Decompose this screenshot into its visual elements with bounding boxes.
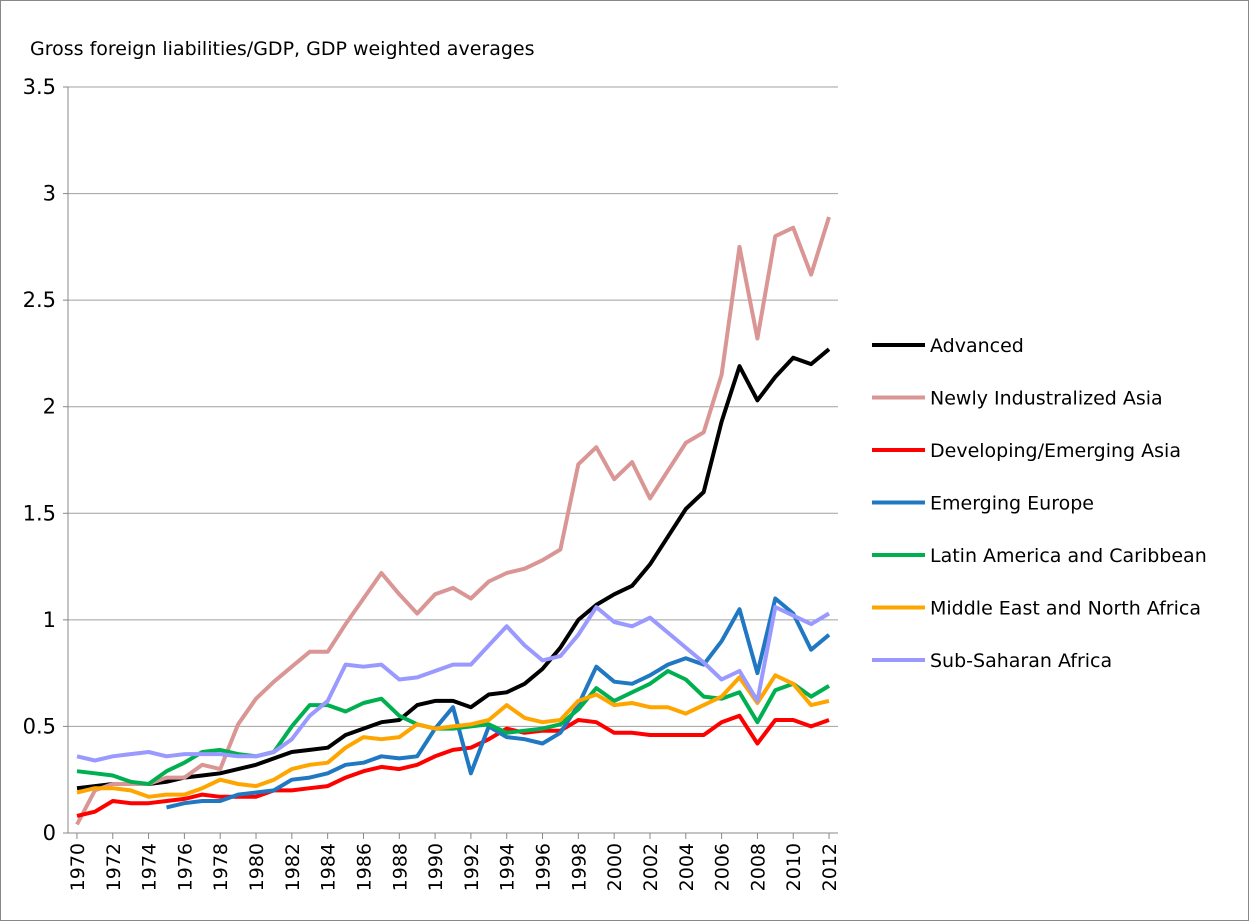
x-tick-label: 2006 — [712, 843, 734, 891]
x-tick-label: 1994 — [497, 843, 519, 891]
legend-label: Newly Industralized Asia — [930, 388, 1163, 410]
legend-label: Emerging Europe — [930, 493, 1094, 515]
series-line — [75, 216, 831, 826]
series-line — [76, 347, 831, 791]
x-tick-label: 1984 — [318, 843, 340, 891]
y-tick-label: 1 — [43, 608, 56, 632]
x-tick-label: 1996 — [533, 843, 555, 891]
x-tick-label: 1988 — [389, 843, 411, 891]
x-tick-label: 2010 — [783, 843, 805, 891]
y-tick-label: 2.5 — [23, 288, 56, 312]
legend-label: Middle East and North Africa — [930, 598, 1201, 620]
legend-label: Developing/Emerging Asia — [930, 440, 1181, 462]
y-tick-label: 0.5 — [23, 714, 56, 738]
x-tick-label: 1976 — [174, 843, 196, 891]
x-tick-label: 1998 — [568, 843, 590, 891]
legend-label: Advanced — [930, 335, 1024, 357]
x-tick-label: 1980 — [246, 843, 268, 891]
x-tick-label: 1970 — [67, 843, 89, 891]
x-tick-label: 1978 — [210, 843, 232, 891]
y-tick-label: 3.5 — [23, 75, 56, 99]
legend-label: Latin America and Caribbean — [930, 545, 1207, 567]
x-tick-label: 1974 — [139, 843, 161, 891]
x-tick-label: 2000 — [604, 843, 626, 891]
series-line — [76, 713, 830, 818]
x-tick-label: 2002 — [640, 843, 662, 891]
series-line — [166, 596, 831, 810]
y-tick-label: 0 — [43, 821, 56, 845]
x-tick-label: 2004 — [676, 843, 698, 891]
x-tick-label: 1986 — [353, 843, 375, 891]
x-tick-label: 1972 — [103, 843, 125, 891]
series-line — [76, 673, 830, 799]
y-tick-label: 3 — [43, 182, 56, 206]
y-tick-label: 2 — [43, 395, 56, 419]
x-tick-label: 2012 — [819, 843, 841, 891]
x-tick-label: 2008 — [747, 843, 769, 891]
chart-title: Gross foreign liabilities/GDP, GDP weigh… — [30, 38, 534, 60]
legend-label: Sub-Saharan Africa — [930, 650, 1112, 672]
x-tick-label: 1992 — [461, 843, 483, 891]
y-tick-label: 1.5 — [23, 501, 56, 525]
x-tick-label: 1982 — [282, 843, 304, 891]
series-line — [76, 605, 831, 763]
series-line — [76, 669, 831, 786]
x-tick-label: 1990 — [425, 843, 447, 891]
